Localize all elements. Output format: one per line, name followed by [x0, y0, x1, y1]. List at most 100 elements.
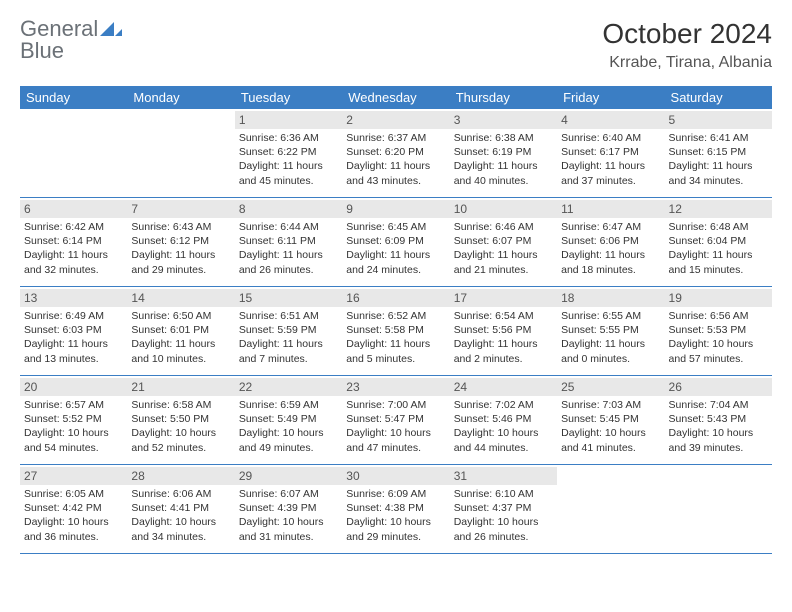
daylight-text: Daylight: 10 hours and 29 minutes.	[346, 515, 445, 543]
daylight-text: Daylight: 10 hours and 26 minutes.	[454, 515, 553, 543]
month-title: October 2024	[602, 18, 772, 50]
day-number: 28	[127, 467, 234, 485]
sunrise-text: Sunrise: 6:52 AM	[346, 309, 445, 323]
daylight-text: Daylight: 10 hours and 54 minutes.	[24, 426, 123, 454]
calendar-cell: 19Sunrise: 6:56 AMSunset: 5:53 PMDayligh…	[665, 287, 772, 376]
sunrise-text: Sunrise: 6:50 AM	[131, 309, 230, 323]
sunset-text: Sunset: 6:01 PM	[131, 323, 230, 337]
daylight-text: Daylight: 11 hours and 15 minutes.	[669, 248, 768, 276]
sunset-text: Sunset: 5:52 PM	[24, 412, 123, 426]
sunset-text: Sunset: 5:55 PM	[561, 323, 660, 337]
daylight-text: Daylight: 11 hours and 10 minutes.	[131, 337, 230, 365]
daylight-text: Daylight: 10 hours and 31 minutes.	[239, 515, 338, 543]
daylight-text: Daylight: 10 hours and 41 minutes.	[561, 426, 660, 454]
calendar-cell: 23Sunrise: 7:00 AMSunset: 5:47 PMDayligh…	[342, 376, 449, 465]
sunrise-text: Sunrise: 6:51 AM	[239, 309, 338, 323]
sunset-text: Sunset: 5:50 PM	[131, 412, 230, 426]
day-info: Sunrise: 6:36 AMSunset: 6:22 PMDaylight:…	[239, 131, 338, 188]
sunset-text: Sunset: 5:59 PM	[239, 323, 338, 337]
calendar-cell: 22Sunrise: 6:59 AMSunset: 5:49 PMDayligh…	[235, 376, 342, 465]
calendar-week-row: 27Sunrise: 6:05 AMSunset: 4:42 PMDayligh…	[20, 465, 772, 554]
calendar-cell	[665, 465, 772, 554]
day-header: Tuesday	[235, 86, 342, 109]
sunrise-text: Sunrise: 6:37 AM	[346, 131, 445, 145]
sunset-text: Sunset: 5:58 PM	[346, 323, 445, 337]
sunrise-text: Sunrise: 6:55 AM	[561, 309, 660, 323]
sunrise-text: Sunrise: 6:56 AM	[669, 309, 768, 323]
daylight-text: Daylight: 11 hours and 18 minutes.	[561, 248, 660, 276]
logo: General Blue	[20, 18, 122, 62]
sunset-text: Sunset: 4:39 PM	[239, 501, 338, 515]
sunrise-text: Sunrise: 7:04 AM	[669, 398, 768, 412]
calendar-week-row: 1 Sunrise: 6:36 AMSunset: 6:22 PMDaylight…	[20, 109, 772, 198]
day-number: 29	[235, 467, 342, 485]
day-info: Sunrise: 6:07 AMSunset: 4:39 PMDaylight:…	[239, 487, 338, 544]
daylight-text: Daylight: 10 hours and 52 minutes.	[131, 426, 230, 454]
calendar-cell: 2Sunrise: 6:37 AMSunset: 6:20 PMDaylight…	[342, 109, 449, 198]
day-number: 2	[342, 111, 449, 129]
day-info: Sunrise: 6:46 AMSunset: 6:07 PMDaylight:…	[454, 220, 553, 277]
day-number: 1	[235, 111, 342, 129]
day-number: 15	[235, 289, 342, 307]
day-number: 30	[342, 467, 449, 485]
calendar-cell: 11Sunrise: 6:47 AMSunset: 6:06 PMDayligh…	[557, 198, 664, 287]
calendar-cell: 3Sunrise: 6:38 AMSunset: 6:19 PMDaylight…	[450, 109, 557, 198]
calendar-cell: 13Sunrise: 6:49 AMSunset: 6:03 PMDayligh…	[20, 287, 127, 376]
day-header: Monday	[127, 86, 234, 109]
daylight-text: Daylight: 10 hours and 39 minutes.	[669, 426, 768, 454]
day-number: 26	[665, 378, 772, 396]
daylight-text: Daylight: 11 hours and 40 minutes.	[454, 159, 553, 187]
day-number: 6	[20, 200, 127, 218]
calendar-cell: 18Sunrise: 6:55 AMSunset: 5:55 PMDayligh…	[557, 287, 664, 376]
daylight-text: Daylight: 11 hours and 43 minutes.	[346, 159, 445, 187]
daylight-text: Daylight: 10 hours and 47 minutes.	[346, 426, 445, 454]
daylight-text: Daylight: 11 hours and 13 minutes.	[24, 337, 123, 365]
day-info: Sunrise: 6:44 AMSunset: 6:11 PMDaylight:…	[239, 220, 338, 277]
sunset-text: Sunset: 6:03 PM	[24, 323, 123, 337]
daylight-text: Daylight: 11 hours and 29 minutes.	[131, 248, 230, 276]
day-info: Sunrise: 7:04 AMSunset: 5:43 PMDaylight:…	[669, 398, 768, 455]
day-info: Sunrise: 6:49 AMSunset: 6:03 PMDaylight:…	[24, 309, 123, 366]
sunset-text: Sunset: 6:14 PM	[24, 234, 123, 248]
calendar-cell: 27Sunrise: 6:05 AMSunset: 4:42 PMDayligh…	[20, 465, 127, 554]
day-info: Sunrise: 6:51 AMSunset: 5:59 PMDaylight:…	[239, 309, 338, 366]
calendar-cell: 24Sunrise: 7:02 AMSunset: 5:46 PMDayligh…	[450, 376, 557, 465]
calendar-cell: 29 Sunrise: 6:07 AMSunset: 4:39 PMDayligh…	[235, 465, 342, 554]
daylight-text: Daylight: 10 hours and 36 minutes.	[24, 515, 123, 543]
sunset-text: Sunset: 6:22 PM	[239, 145, 338, 159]
calendar-cell: 6Sunrise: 6:42 AMSunset: 6:14 PMDaylight…	[20, 198, 127, 287]
day-info: Sunrise: 6:10 AMSunset: 4:37 PMDaylight:…	[454, 487, 553, 544]
day-number: 18	[557, 289, 664, 307]
sunset-text: Sunset: 6:11 PM	[239, 234, 338, 248]
day-header: Thursday	[450, 86, 557, 109]
sunrise-text: Sunrise: 6:10 AM	[454, 487, 553, 501]
sunset-text: Sunset: 5:47 PM	[346, 412, 445, 426]
day-info: Sunrise: 6:06 AMSunset: 4:41 PMDaylight:…	[131, 487, 230, 544]
calendar-cell: 21Sunrise: 6:58 AMSunset: 5:50 PMDayligh…	[127, 376, 234, 465]
daylight-text: Daylight: 11 hours and 2 minutes.	[454, 337, 553, 365]
logo-line1: General	[20, 18, 122, 40]
calendar-body: 1 Sunrise: 6:36 AMSunset: 6:22 PMDaylight…	[20, 109, 772, 554]
sunset-text: Sunset: 5:45 PM	[561, 412, 660, 426]
day-info: Sunrise: 6:40 AMSunset: 6:17 PMDaylight:…	[561, 131, 660, 188]
sunset-text: Sunset: 5:46 PM	[454, 412, 553, 426]
sunset-text: Sunset: 6:19 PM	[454, 145, 553, 159]
day-number: 10	[450, 200, 557, 218]
day-info: Sunrise: 6:41 AMSunset: 6:15 PMDaylight:…	[669, 131, 768, 188]
day-header: Sunday	[20, 86, 127, 109]
daylight-text: Daylight: 10 hours and 57 minutes.	[669, 337, 768, 365]
sunset-text: Sunset: 6:15 PM	[669, 145, 768, 159]
day-header: Saturday	[665, 86, 772, 109]
sunrise-text: Sunrise: 6:41 AM	[669, 131, 768, 145]
daylight-text: Daylight: 10 hours and 49 minutes.	[239, 426, 338, 454]
day-header: Wednesday	[342, 86, 449, 109]
sunset-text: Sunset: 6:12 PM	[131, 234, 230, 248]
day-number: 22	[235, 378, 342, 396]
sunrise-text: Sunrise: 7:03 AM	[561, 398, 660, 412]
day-info: Sunrise: 6:50 AMSunset: 6:01 PMDaylight:…	[131, 309, 230, 366]
calendar-cell	[20, 109, 127, 198]
calendar-cell: 10 Sunrise: 6:46 AMSunset: 6:07 PMDayligh…	[450, 198, 557, 287]
sunrise-text: Sunrise: 6:59 AM	[239, 398, 338, 412]
day-number: 21	[127, 378, 234, 396]
day-number: 7	[127, 200, 234, 218]
